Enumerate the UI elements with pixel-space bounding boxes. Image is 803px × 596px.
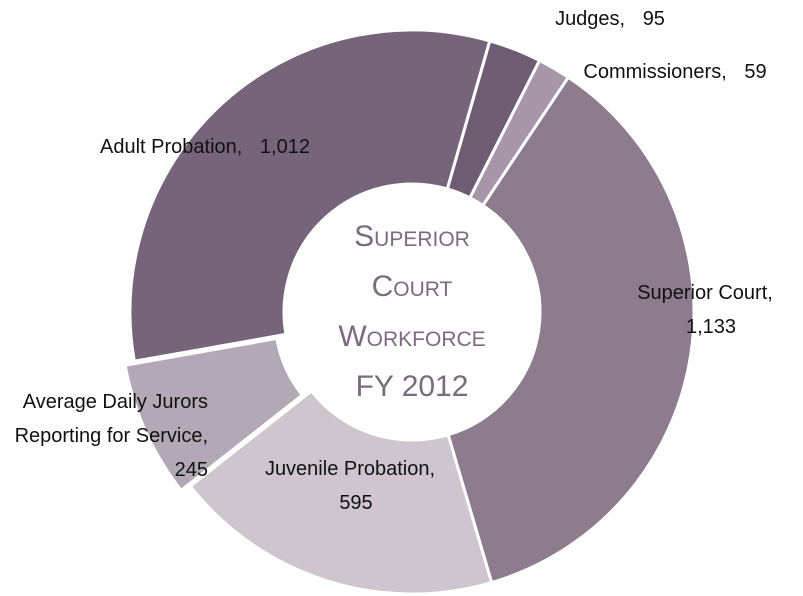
title-line: Court [371,270,453,303]
title-line: Workforce [338,320,486,353]
title-line: FY 2012 [355,370,469,403]
value-label: 1,133 [685,316,737,338]
slice-label: Judges, 95 [500,2,720,36]
donut-slice [188,388,494,596]
category-name: Commissioners, [583,61,727,83]
donut-slice [123,336,305,493]
donut-slice [128,28,492,364]
chart-title: Superior Court Workforce FY 2012 [297,212,527,412]
donut-slice [446,75,696,585]
value-label: 245 [174,459,208,481]
title-line: Superior [354,220,470,253]
slice-label: Commissioners, 59 [570,55,780,89]
category-name: Superior Court, [637,282,773,304]
slice-label: Adult Probation, 1,012 [95,130,315,164]
value-label: 59 [744,61,767,83]
category-name: Average Daily Jurors Reporting for Servi… [14,391,208,447]
value-label: 1,012 [259,136,310,158]
value-label: 595 [339,492,373,514]
slice-label: Superior Court, 1,133 [610,276,800,344]
slice-label: Average Daily Jurors Reporting for Servi… [0,385,208,487]
category-name: Adult Probation, [100,136,243,158]
value-label: 95 [642,8,665,30]
slice-label: Juvenile Probation, 595 [250,452,450,520]
category-name: Juvenile Probation, [264,458,436,480]
category-name: Judges, [555,8,626,30]
